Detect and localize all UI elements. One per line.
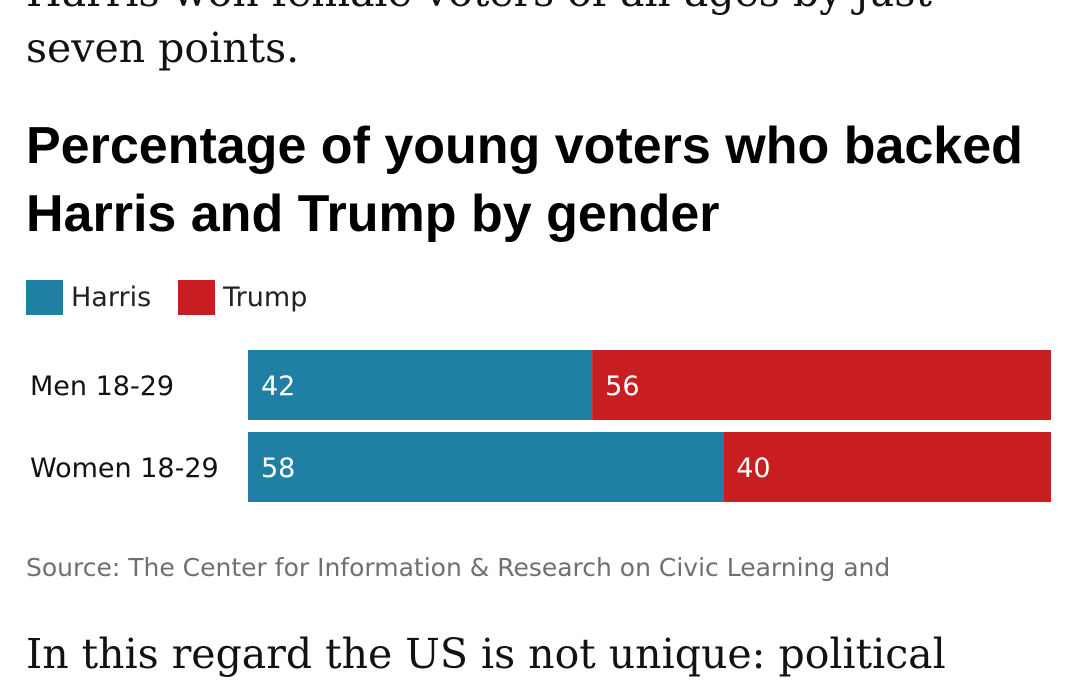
bar-harris-men-18-29	[248, 350, 593, 420]
legend-item-harris: Harris	[26, 279, 152, 315]
bar-value-harris-men-18-29: 42	[261, 371, 295, 402]
legend-label-harris: Harris	[71, 281, 152, 313]
legend-swatch-harris	[26, 279, 63, 315]
chart-legend: Harris Trump	[26, 279, 334, 315]
legend-swatch-trump	[178, 279, 216, 315]
article-text-clipped: Harris won female voters of all ages by …	[26, 0, 932, 18]
bar-value-trump-women-18-29: 40	[736, 453, 770, 484]
chart-title: Percentage of young voters who backed Ha…	[26, 117, 1023, 243]
row-label-men-18-29: Men 18-29	[30, 371, 174, 402]
chart-source: Source: The Center for Information & Res…	[26, 553, 891, 582]
row-label-women-18-29: Women 18-29	[30, 453, 219, 484]
legend-label-trump: Trump	[223, 281, 308, 313]
bar-trump-men-18-29	[592, 350, 1051, 420]
bar-harris-women-18-29	[248, 432, 724, 502]
stacked-bar-chart: Men 18-29 42 56 Women 18-29 58 40	[30, 350, 1051, 502]
article-text-intro-end: seven points.	[26, 24, 300, 72]
bar-value-harris-women-18-29: 58	[261, 453, 295, 484]
bar-value-trump-men-18-29: 56	[605, 371, 639, 402]
article-text-next-paragraph: In this regard the US is not unique: pol…	[26, 630, 946, 678]
legend-item-trump: Trump	[178, 279, 308, 315]
bar-trump-women-18-29	[723, 432, 1051, 502]
